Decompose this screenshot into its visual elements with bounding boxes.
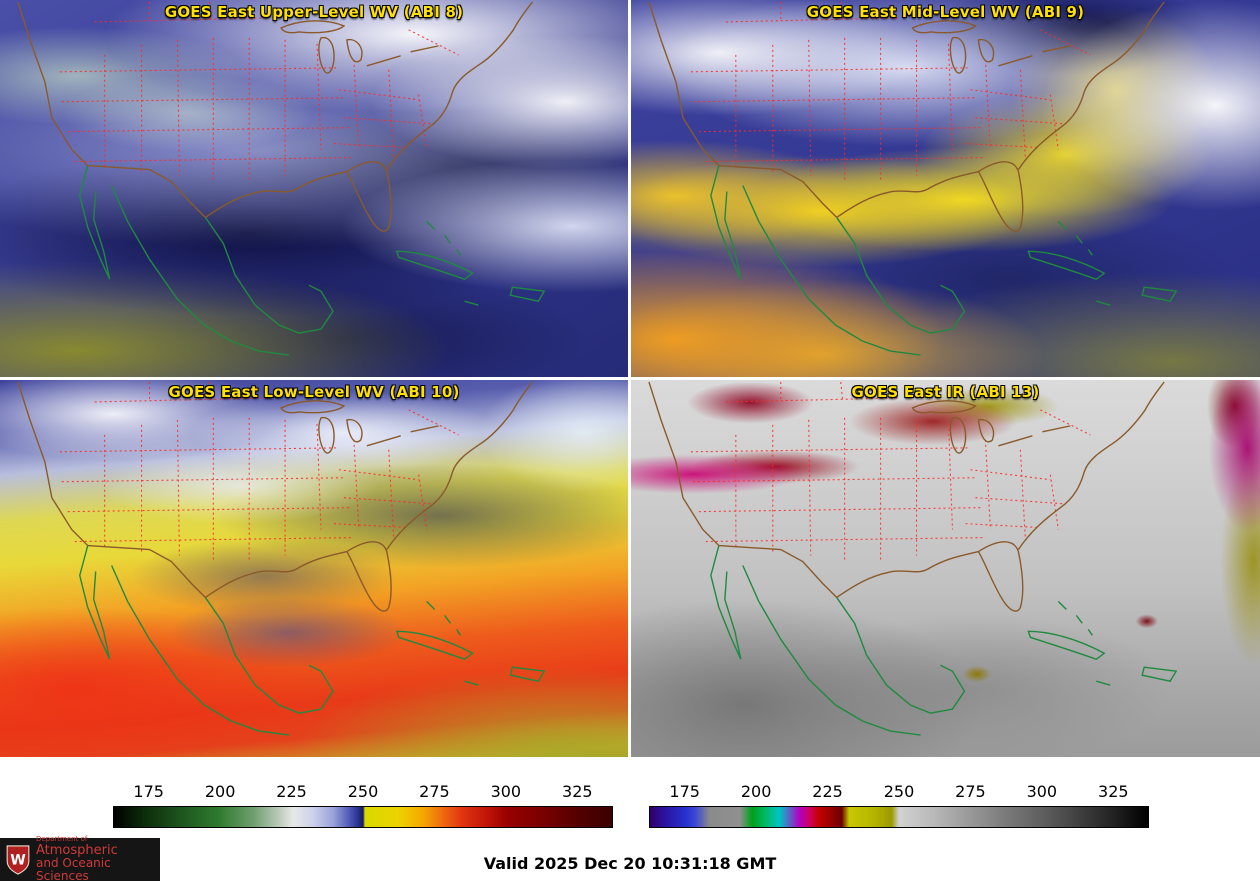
colorbar-tick: 275 <box>419 782 450 801</box>
uw-crest-icon: W <box>6 844 30 875</box>
map-overlay <box>17 1 545 356</box>
panel-upper-level-wv: GOES East Upper-Level WV (ABI 8) <box>0 0 628 377</box>
satellite-image-abi10 <box>0 380 628 757</box>
map-overlay <box>17 381 545 736</box>
colorbar-tick: 300 <box>490 782 522 801</box>
satellite-image-abi13 <box>631 380 1260 757</box>
panel-title-abi9: GOES East Mid-Level WV (ABI 9) <box>806 3 1085 21</box>
colorbar-wv-ticks: 175 200 225 250 275 300 325 <box>113 782 613 806</box>
logo-dept-line: Department of <box>36 835 88 844</box>
valid-time: Valid 2025 Dec 20 10:31:18 GMT <box>483 854 777 873</box>
panel-mid-level-wv: GOES East Mid-Level WV (ABI 9) <box>631 0 1260 377</box>
colorbar-ir-gradient <box>649 806 1149 828</box>
map-overlay <box>648 1 1177 356</box>
colorbar-ir-ticks: 175 200 225 250 275 300 325 <box>649 782 1149 806</box>
colorbar-tick: 175 <box>133 782 164 801</box>
logo-line1: Atmospheric <box>36 842 118 858</box>
colorbar-tick: 325 <box>1098 782 1129 801</box>
panel-title-abi10: GOES East Low-Level WV (ABI 10) <box>168 383 460 401</box>
panel-title-abi13: GOES East IR (ABI 13) <box>851 383 1040 401</box>
satellite-image-abi9 <box>631 0 1260 377</box>
colorbar-wv: 175 200 225 250 275 300 325 <box>113 782 613 828</box>
colorbar-tick: 200 <box>740 782 772 801</box>
colorbar-ir: 175 200 225 250 275 300 325 <box>649 782 1149 828</box>
uw-aos-logo: W Department of Atmospheric and Oceanic … <box>0 836 160 881</box>
panel-title-abi8: GOES East Upper-Level WV (ABI 8) <box>164 3 464 21</box>
colorbar-tick: 325 <box>562 782 593 801</box>
colorbar-tick: 275 <box>955 782 986 801</box>
colorbar-tick: 225 <box>812 782 843 801</box>
crest-letter: W <box>10 852 26 868</box>
logo-line2: and Oceanic Sciences <box>36 856 111 881</box>
colorbar-tick: 300 <box>1026 782 1058 801</box>
colorbar-tick: 250 <box>347 782 379 801</box>
colorbar-tick: 250 <box>883 782 915 801</box>
satellite-image-abi8 <box>0 0 628 377</box>
logo-text: Department of Atmospheric and Oceanic Sc… <box>36 836 160 881</box>
colorbar-tick: 200 <box>204 782 236 801</box>
panel-grid: GOES East Upper-Level WV (ABI 8) GOES Ea… <box>0 0 1260 757</box>
colorbar-tick: 225 <box>276 782 307 801</box>
map-overlay <box>648 381 1177 736</box>
panel-ir: GOES East IR (ABI 13) <box>631 380 1260 757</box>
panel-low-level-wv: GOES East Low-Level WV (ABI 10) <box>0 380 628 757</box>
colorbar-wv-gradient <box>113 806 613 828</box>
colorbar-tick: 175 <box>669 782 700 801</box>
